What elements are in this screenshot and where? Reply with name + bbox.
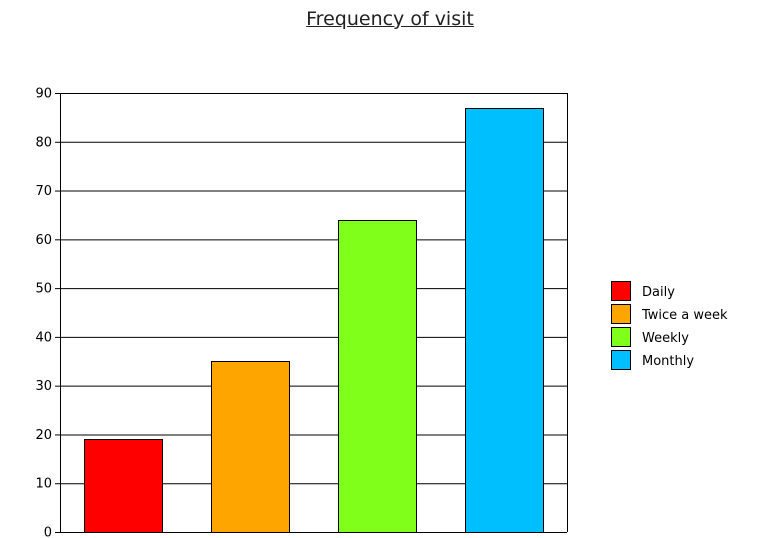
y-tick-label: 70: [35, 184, 52, 199]
legend-swatch: [611, 281, 631, 301]
legend-swatch: [611, 327, 631, 347]
legend-label: Weekly: [642, 331, 689, 346]
bars: [84, 108, 544, 533]
bar-weekly: [338, 220, 417, 533]
legend-label: Daily: [642, 285, 675, 300]
legend-swatch: [611, 350, 631, 370]
y-tick-label: 10: [35, 477, 52, 492]
legend: Daily Twice a week Weekly Monthly: [611, 281, 728, 370]
axes: 0 10 20 30 40 50 60 70 80 90: [35, 87, 568, 538]
y-tick-label: 40: [35, 330, 52, 345]
bar-monthly: [465, 108, 544, 533]
legend-label: Monthly: [642, 354, 694, 369]
legend-label: Twice a week: [641, 308, 728, 323]
y-tick-label: 60: [35, 233, 52, 248]
legend-swatch: [611, 304, 631, 324]
y-tick-label: 80: [35, 135, 52, 150]
chart-title: Frequency of visit: [306, 8, 474, 30]
bar-twice-a-week: [211, 361, 290, 533]
bar-daily: [84, 439, 163, 533]
y-tick-label: 0: [44, 526, 52, 538]
y-tick-label: 90: [35, 87, 52, 102]
y-tick-label: 30: [35, 379, 52, 394]
y-tick-label: 50: [35, 282, 52, 297]
y-tick-label: 20: [35, 428, 52, 443]
